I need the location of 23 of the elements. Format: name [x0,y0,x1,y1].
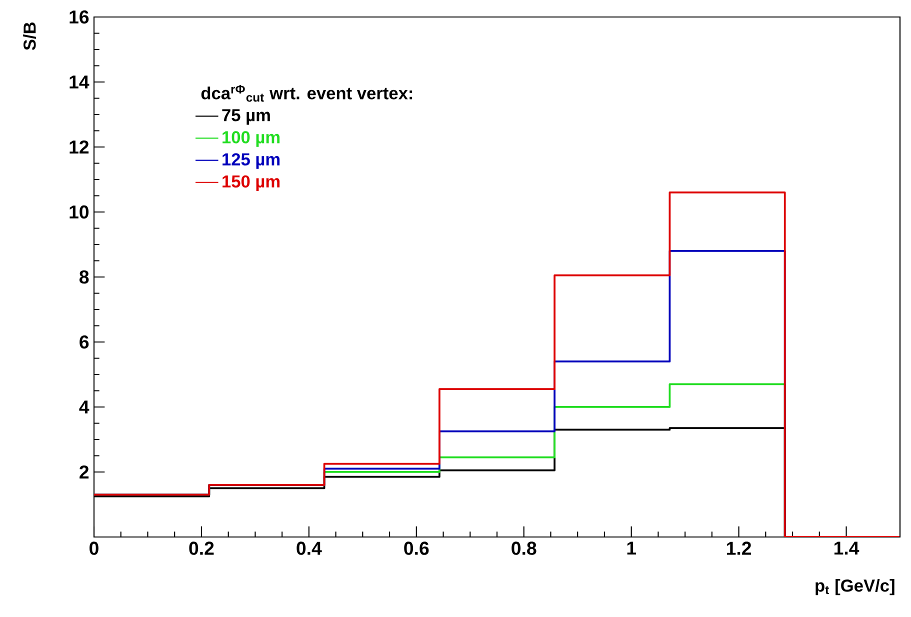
y-tick-label: 16 [70,10,89,24]
x-tick-label: 0.8 [512,542,536,555]
x-tick-label: 0.2 [189,542,214,555]
y-axis-title: S/B [23,22,36,50]
x-tick-label: 1.2 [726,542,752,555]
y-tick-label: 8 [80,270,89,284]
y-tick-label: 6 [80,335,89,349]
legend-label: 125 µm [222,153,280,169]
legend-label: 75 µm [222,109,270,125]
x-tick-label: 0 [90,542,98,555]
x-axis-title: p$_{t}$ [GeV/c] [816,579,894,596]
x-tick-label: 1 [627,542,636,555]
y-tick-label: 12 [70,140,89,154]
x-tick-label: 1.4 [834,542,860,555]
y-tick-label: 14 [70,76,90,88]
y-tick-label: 2 [80,465,89,479]
legend-label: 150 µm [222,175,280,192]
legend-label: 100 µm [222,131,280,147]
x-tick-label: 0.4 [296,542,322,555]
y-tick-label: 4 [79,400,90,414]
legend-title: dca$^{rΦ}$$_{cut}$ wrt. event vertex: [201,84,412,102]
x-tick-label: 0.6 [404,542,429,555]
y-tick-label: 10 [70,205,89,219]
